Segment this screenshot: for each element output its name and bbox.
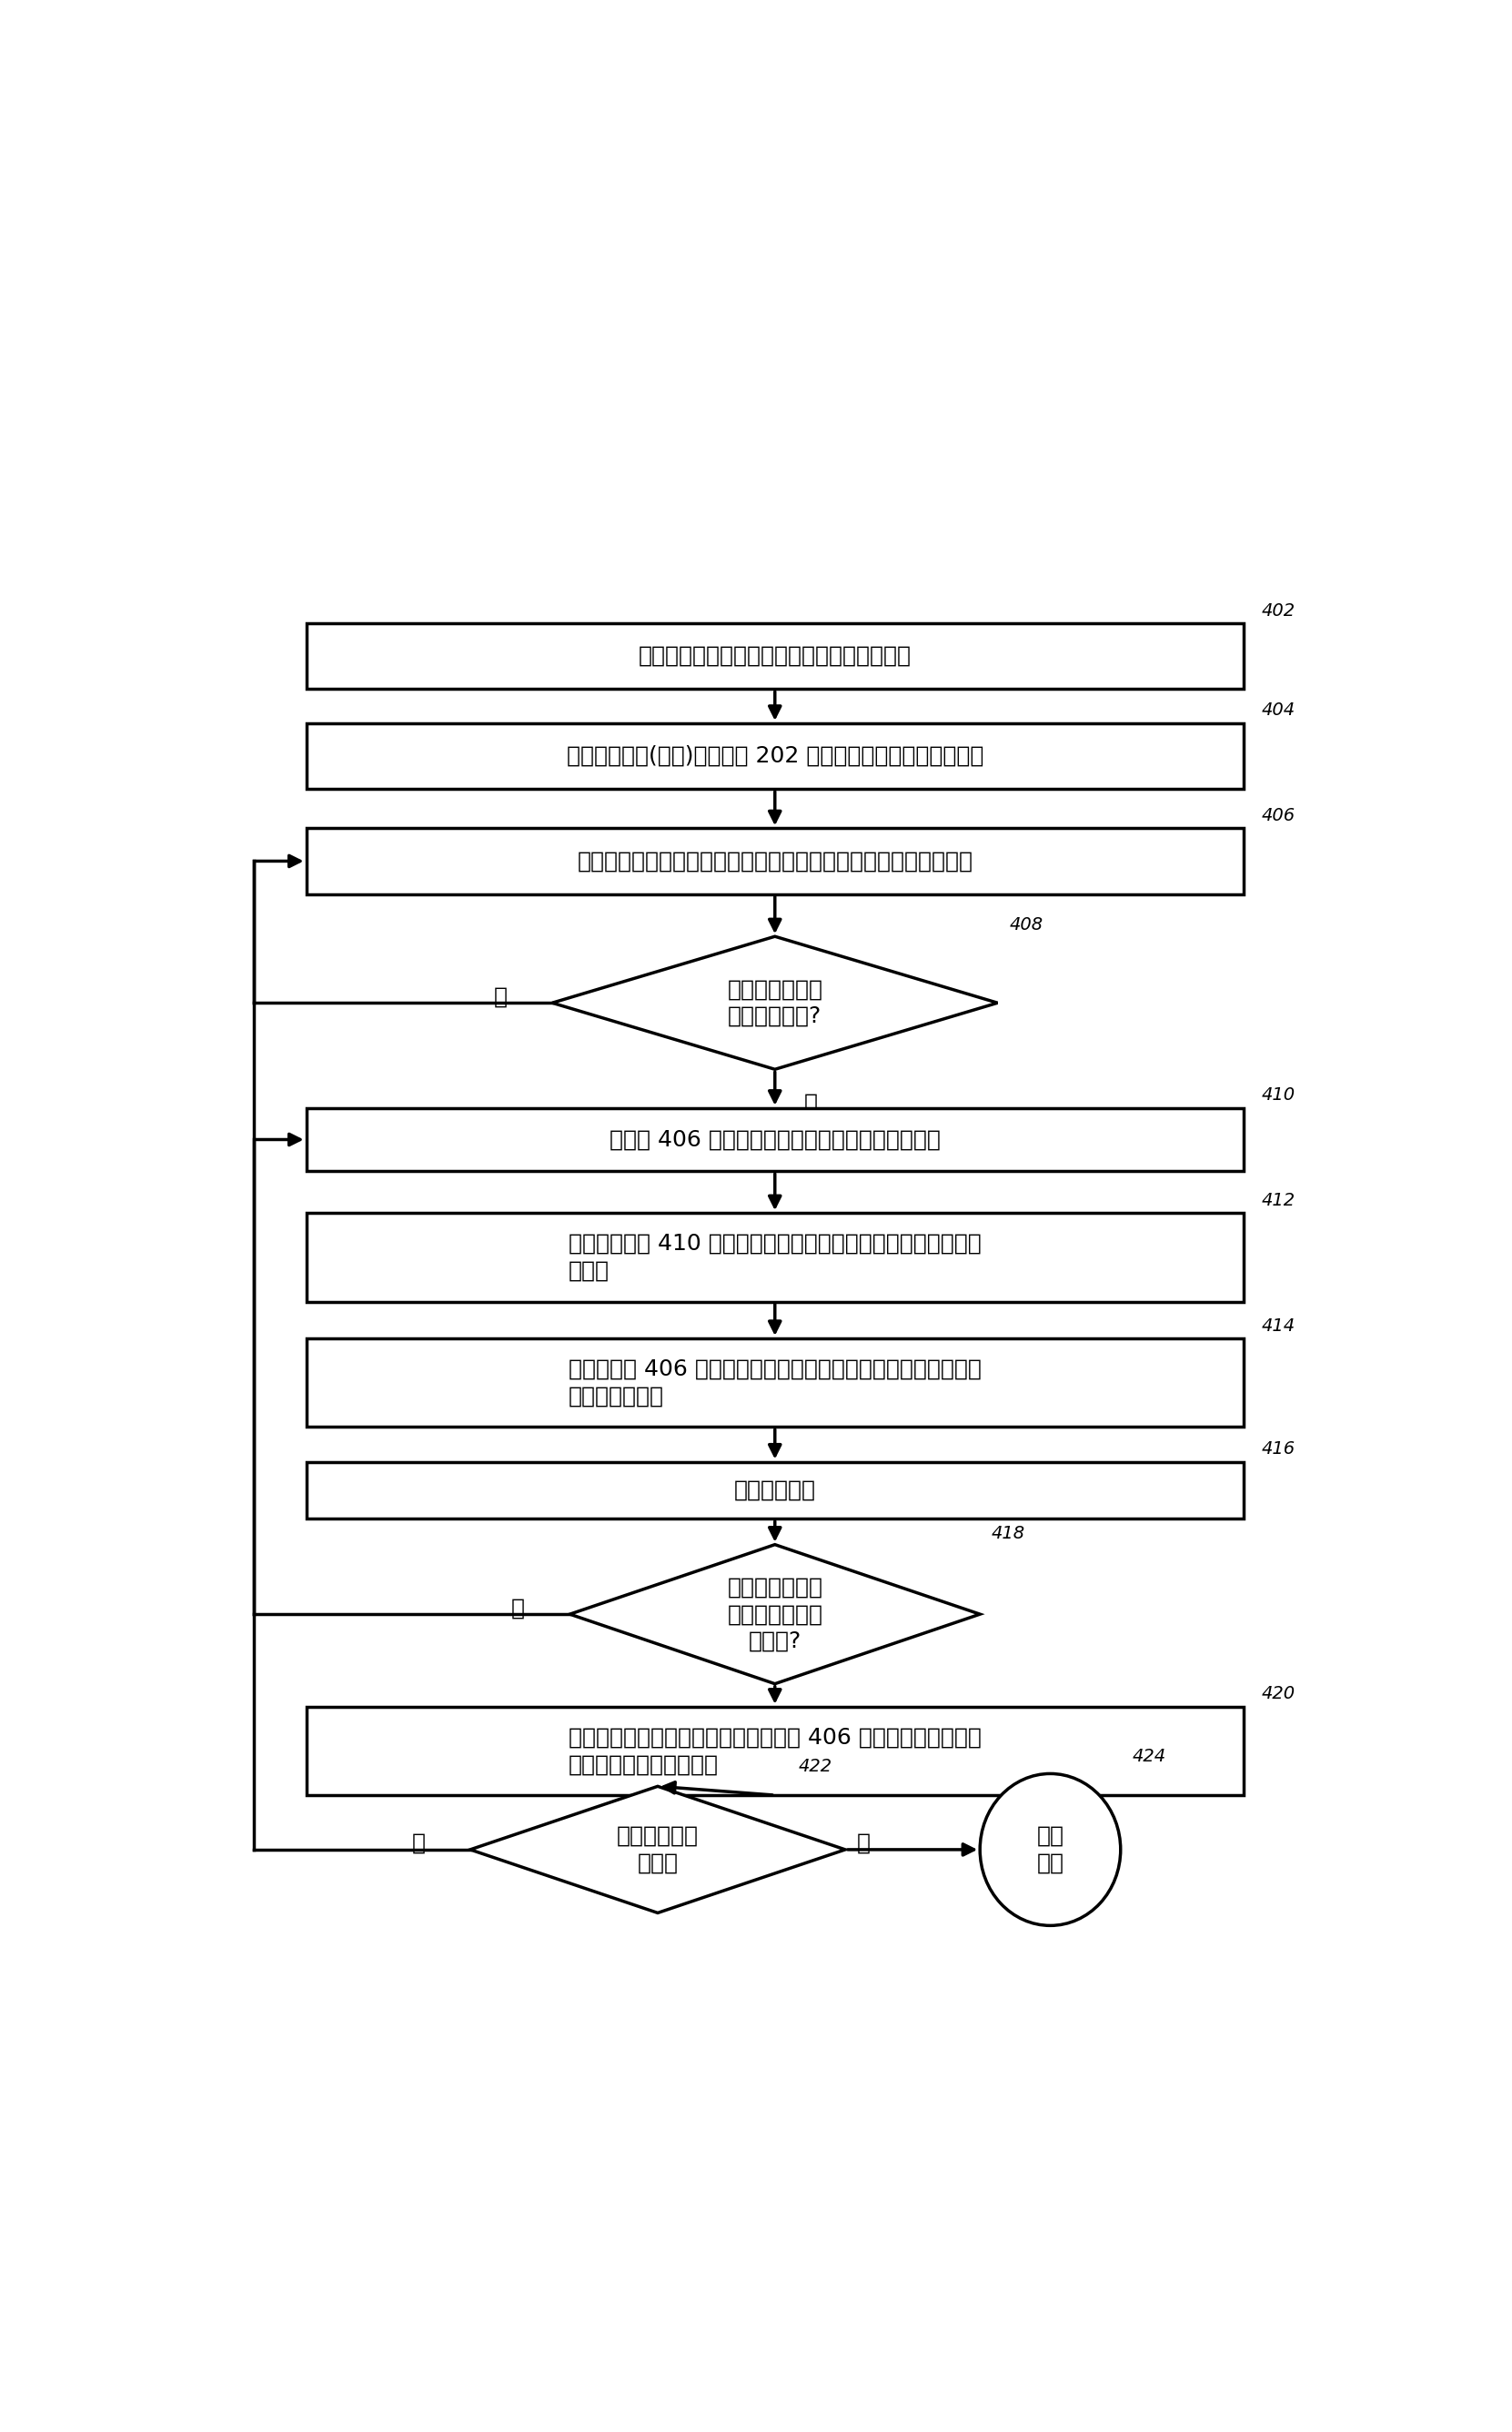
Text: 404: 404 <box>1261 703 1294 720</box>
Text: 402: 402 <box>1261 603 1294 620</box>
Text: 406: 406 <box>1261 807 1294 824</box>
Text: 424: 424 <box>1132 1746 1166 1766</box>
Text: 416: 416 <box>1261 1440 1294 1457</box>
FancyBboxPatch shape <box>305 722 1243 788</box>
Polygon shape <box>570 1544 980 1683</box>
Text: 422: 422 <box>798 1758 832 1775</box>
Text: 获得进行步骤 410 的最后一种情况所选择的计算所需的细胞成分
特征值: 获得进行步骤 410 的最后一种情况所选择的计算所需的细胞成分 特征值 <box>569 1233 981 1282</box>
Text: 所有模型都得
到计算: 所有模型都得 到计算 <box>617 1824 699 1875</box>
Text: 是: 是 <box>857 1831 871 1853</box>
FancyBboxPatch shape <box>305 1214 1243 1301</box>
Text: 存储计算结果: 存储计算结果 <box>733 1479 816 1501</box>
Text: 是: 是 <box>804 1092 818 1114</box>
Text: 按照在步骤 406 的最后一种情况所选择的模型中所采用的计算算
法计算所述计算: 按照在步骤 406 的最后一种情况所选择的模型中所采用的计算算 法计算所述计算 <box>569 1357 981 1408</box>
Text: 410: 410 <box>1261 1087 1294 1104</box>
Text: 408: 408 <box>1009 917 1043 934</box>
FancyBboxPatch shape <box>305 1707 1243 1795</box>
Text: 报告
结果: 报告 结果 <box>1037 1824 1064 1875</box>
Text: 412: 412 <box>1261 1192 1294 1209</box>
FancyBboxPatch shape <box>305 1109 1243 1172</box>
Text: 提交细胞成分特征数据文件并预处理丰度数据: 提交细胞成分特征数据文件并预处理丰度数据 <box>638 644 912 666</box>
FancyBboxPatch shape <box>305 1338 1243 1428</box>
Text: 418: 418 <box>992 1525 1025 1542</box>
Text: 该模型前置条件
是否得到满足?: 该模型前置条件 是否得到满足? <box>727 978 823 1026</box>
Polygon shape <box>552 936 998 1070</box>
Text: 420: 420 <box>1261 1685 1294 1702</box>
Text: 在该模型中的所
有数据是否都得
到计算?: 在该模型中的所 有数据是否都得 到计算? <box>727 1576 823 1651</box>
FancyBboxPatch shape <box>305 1462 1243 1518</box>
Text: 用与该模型相关的集合算法汇集对步骤 406 的最后一种情况所选
择的模型进行的所有计算: 用与该模型相关的集合算法汇集对步骤 406 的最后一种情况所选 择的模型进行的所… <box>569 1727 981 1775</box>
Ellipse shape <box>980 1773 1120 1926</box>
FancyBboxPatch shape <box>305 829 1243 895</box>
Text: 从一系列模型中选择在提交的细胞成分特征数据文件上运行的模型: 从一系列模型中选择在提交的细胞成分特征数据文件上运行的模型 <box>578 851 972 873</box>
Text: 是: 是 <box>804 1707 818 1729</box>
Text: 414: 414 <box>1261 1318 1294 1335</box>
Text: 决定应该运行(计算)哪个模型 202 并处理细胞成分特征数据文件: 决定应该运行(计算)哪个模型 202 并处理细胞成分特征数据文件 <box>567 744 983 766</box>
Text: 否: 否 <box>493 985 508 1007</box>
Text: 从步骤 406 的最后一种情况选择的模型中选择计算: 从步骤 406 的最后一种情况选择的模型中选择计算 <box>609 1128 940 1150</box>
Text: 否: 否 <box>511 1598 525 1620</box>
Text: 否: 否 <box>411 1831 425 1853</box>
FancyBboxPatch shape <box>305 623 1243 688</box>
Polygon shape <box>470 1788 845 1914</box>
